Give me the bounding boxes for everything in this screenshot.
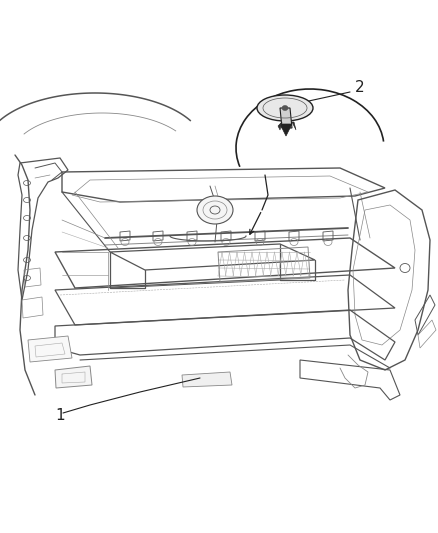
Polygon shape [292, 122, 296, 130]
Ellipse shape [282, 106, 288, 110]
Ellipse shape [197, 196, 233, 224]
Polygon shape [28, 336, 72, 362]
Polygon shape [55, 366, 92, 388]
Polygon shape [278, 122, 282, 130]
Polygon shape [280, 108, 292, 128]
Polygon shape [280, 124, 292, 136]
Ellipse shape [257, 95, 313, 121]
Text: 2: 2 [355, 80, 364, 95]
Text: 1: 1 [55, 408, 65, 423]
Polygon shape [182, 372, 232, 387]
